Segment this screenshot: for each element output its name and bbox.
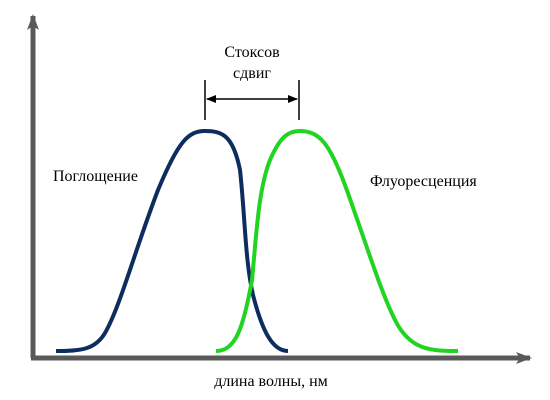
stokes-shift-label-line1: Стоксов [224, 44, 280, 61]
absorption-curve [55, 128, 289, 353]
fluorescence-curve [215, 128, 459, 353]
stokes-shift-label-line2: сдвиг [233, 65, 271, 82]
fluorescence-label: Флуоресценция [370, 173, 477, 190]
x-axis-label: длина волны, нм [214, 373, 328, 390]
absorption-label: Поглощение [53, 168, 138, 185]
